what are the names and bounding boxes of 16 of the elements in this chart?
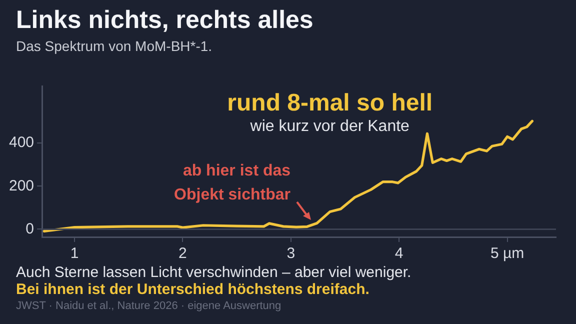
text: Auch Sterne lassen Licht verschwinden – aber viel weniger. bbox=[16, 264, 412, 281]
text: JWST · Naidu et al., Nature 2026 · eigene Auswertung bbox=[16, 299, 282, 314]
annotation: rund 8-mal so hell bbox=[227, 90, 433, 117]
y-tick-label: 200 bbox=[8, 177, 34, 194]
x-tick-label: 5 µm bbox=[490, 245, 524, 262]
x-tick-label: 3 bbox=[286, 245, 296, 262]
x-tick-label: 2 bbox=[178, 245, 187, 262]
x-tick-label: 1 bbox=[70, 245, 79, 262]
annotation: ab hier ist das Objekt sichtbar bbox=[174, 162, 291, 204]
annotation: wie kurz vor der Kante bbox=[249, 118, 410, 136]
y-tick-label: 400 bbox=[8, 134, 34, 152]
y-tick-label: 0 bbox=[26, 220, 34, 238]
chart-subtitle: Das Spektrum von MoM-BH*-1. bbox=[16, 38, 212, 54]
x-tick-label: 4 bbox=[394, 245, 404, 262]
chart-title: Links nichts, rechts alles bbox=[16, 6, 314, 35]
text: Bei ihnen ist der Unterschied höchstens dreifach. bbox=[16, 281, 370, 298]
